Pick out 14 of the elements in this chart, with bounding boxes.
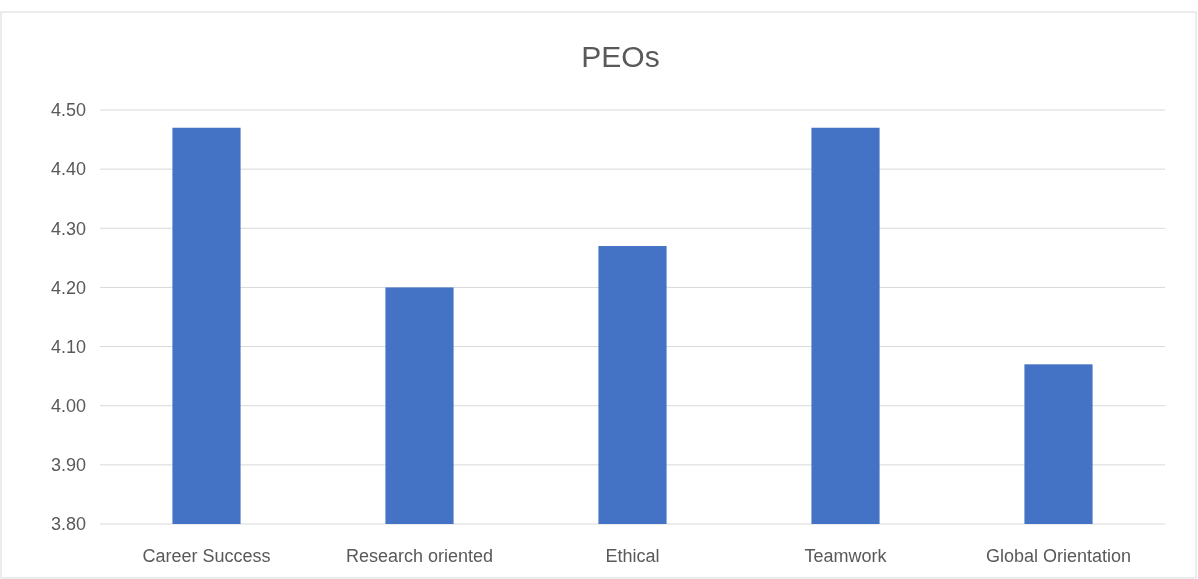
y-tick-label: 4.50 [50,100,86,121]
y-tick-label: 4.00 [50,396,86,417]
x-tick-label: Global Orientation [985,546,1132,566]
x-tick-label: Teamwork [804,546,888,566]
x-tick-label: Career Success [142,546,271,566]
y-tick-label: 4.10 [50,336,86,357]
x-tick-label: Ethical [605,546,660,566]
x-tick-label: Research oriented [345,546,494,566]
y-tick-label: 4.40 [50,159,86,180]
y-tick-label: 3.90 [50,455,86,476]
y-tick-label: 4.30 [50,218,86,239]
y-tick-label: 4.20 [50,277,86,298]
y-tick-label: 3.80 [50,514,86,535]
chart-title: PEOs [581,40,660,73]
